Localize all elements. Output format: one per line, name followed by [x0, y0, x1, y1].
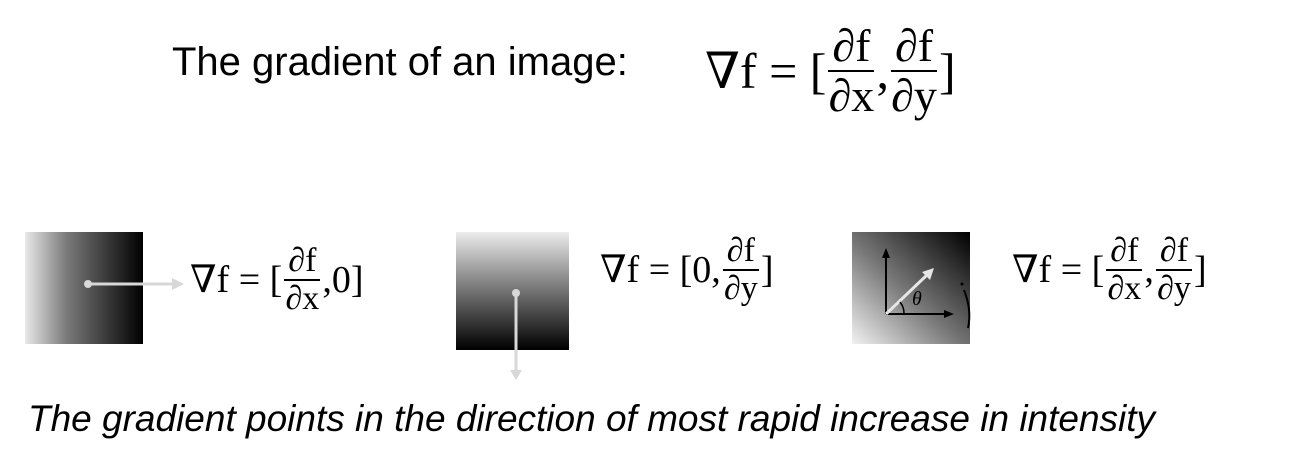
separator: , — [876, 43, 889, 100]
numerator: ∂f — [284, 243, 321, 281]
partial-x-fraction: ∂f ∂x — [284, 243, 321, 317]
equation-lhs: ∇f = [0, — [600, 249, 721, 292]
denominator: ∂y — [891, 70, 937, 122]
denominator: ∂x — [828, 70, 875, 122]
diagonal-gradient-equation: ∇f = [ ∂f ∂x , ∂f ∂y ] — [1012, 233, 1207, 306]
gradient-definition-equation: ∇f = [ ∂f ∂x , ∂f ∂y ] — [705, 21, 956, 122]
numerator: ∂f — [1155, 233, 1193, 271]
theta-label: θ — [912, 288, 922, 310]
separator: , — [1144, 248, 1154, 291]
partial-x-fraction: ∂f ∂x — [1106, 233, 1143, 307]
equation-lhs: ∇f = [ — [190, 259, 283, 302]
equation-lhs: ∇f = [ — [705, 43, 827, 100]
numerator: ∂f — [1106, 233, 1143, 271]
closing-bracket: ] — [939, 43, 956, 100]
vertical-gradient-image — [456, 232, 569, 350]
vertical-gradient-equation: ∇f = [0, ∂f ∂y ] — [600, 233, 774, 306]
partial-y-fraction: ∂f ∂y — [722, 233, 759, 307]
equation-rest: ,0] — [322, 258, 364, 301]
equation-lhs: ∇f = [ — [1012, 249, 1105, 292]
denominator: ∂y — [1157, 269, 1191, 307]
horizontal-gradient-equation: ∇f = [ ∂f ∂x ,0] — [190, 243, 364, 316]
vertical-gradient-arrow — [510, 289, 522, 380]
numerator: ∂f — [722, 233, 759, 271]
slide-heading: The gradient of an image: — [172, 40, 628, 84]
denominator: ∂x — [1107, 269, 1142, 307]
horizontal-gradient-image — [25, 232, 143, 344]
denominator: ∂y — [723, 269, 758, 307]
numerator: ∂f — [890, 21, 938, 73]
partial-y-fraction: ∂f ∂y — [890, 21, 938, 122]
equation-rest: ] — [760, 248, 774, 291]
slide-caption: The gradient points in the direction of … — [28, 398, 1156, 439]
partial-y-fraction: ∂f ∂y — [1155, 233, 1193, 307]
denominator: ∂x — [285, 279, 320, 317]
horizontal-gradient-arrow — [84, 278, 184, 290]
diagonal-gradient-arrows — [882, 248, 971, 329]
diagonal-gradient-image — [852, 232, 970, 344]
closing-bracket: ] — [1194, 248, 1207, 291]
numerator: ∂f — [828, 21, 875, 73]
partial-x-fraction: ∂f ∂x — [828, 21, 875, 122]
